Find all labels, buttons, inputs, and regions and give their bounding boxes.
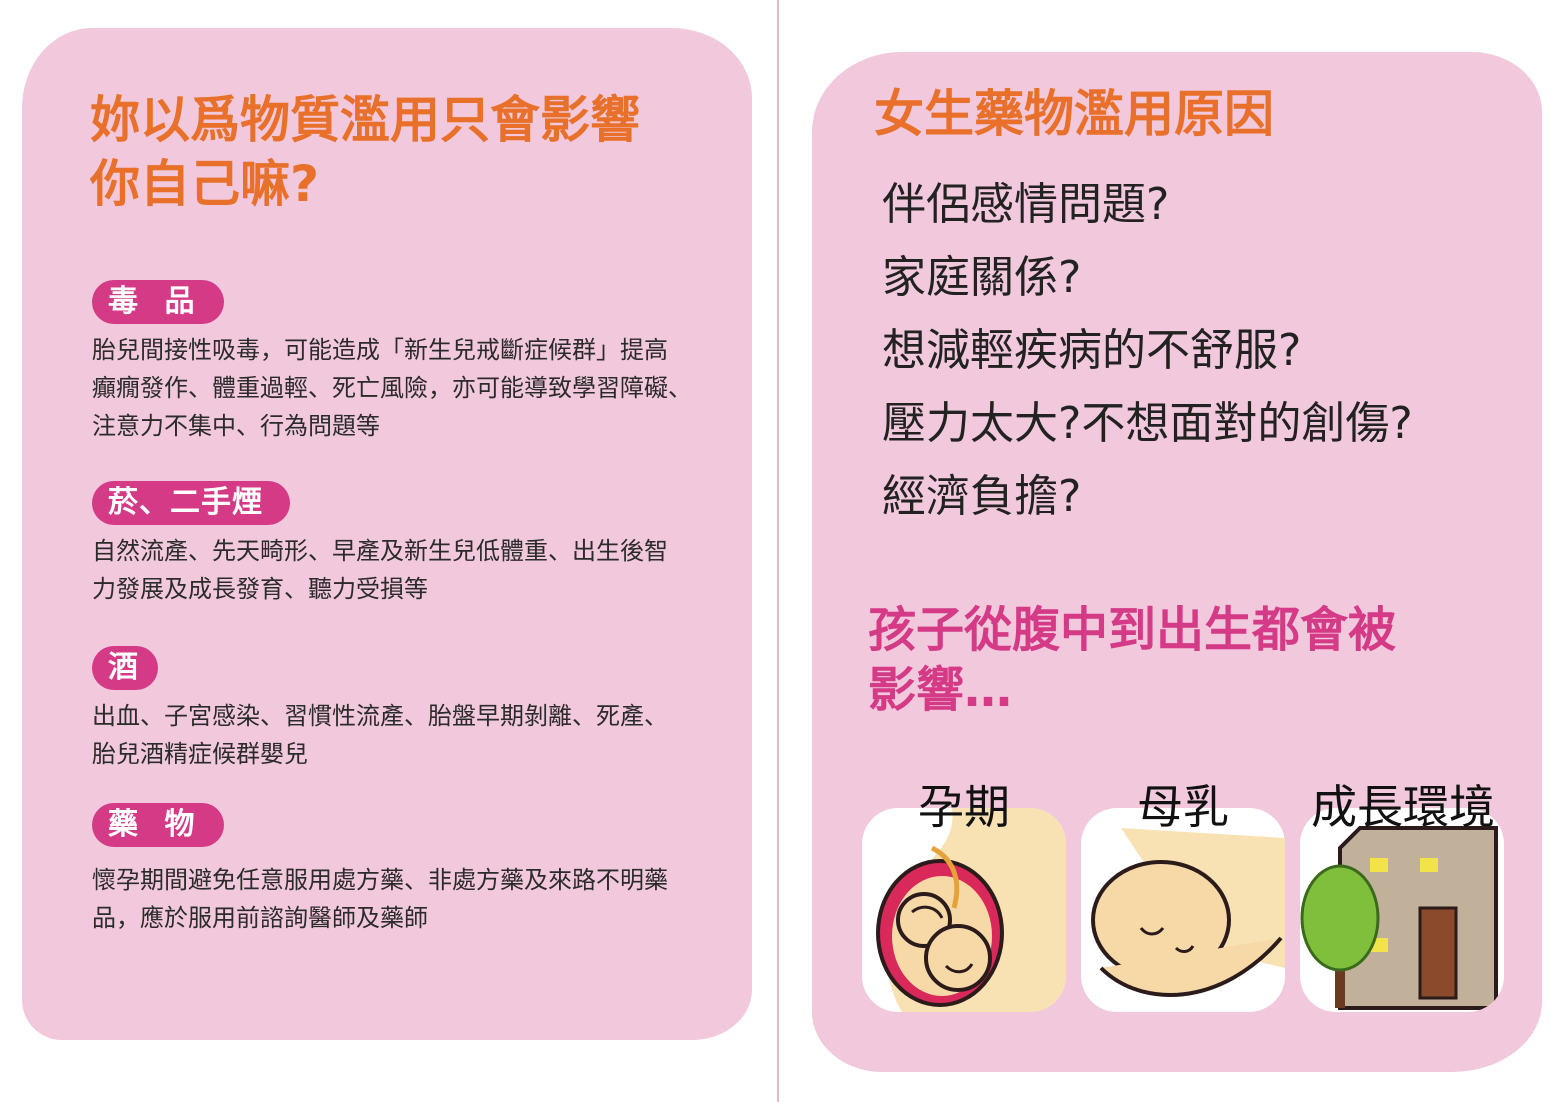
pregnancy-image-card xyxy=(862,808,1066,1012)
house-tree-icon xyxy=(1300,826,1498,1010)
left-title: 妳以爲物質濫用只會影響 你自己嘛? xyxy=(90,88,750,216)
reason-item: 經濟負擔? xyxy=(882,471,1082,522)
tag-medicine: 藥 物 xyxy=(92,803,224,847)
left-title-line2: 你自己嘛? xyxy=(90,155,320,213)
drugs-line: 胎兒間接性吸毒，可能造成「新生兒戒斷症候群」提高 xyxy=(92,336,668,364)
tag-tobacco: 菸、二手煙 xyxy=(92,481,290,525)
tobacco-line: 自然流產、先天畸形、早產及新生兒低體重、出生後智 xyxy=(92,537,668,565)
left-title-line1: 妳以爲物質濫用只會影響 xyxy=(90,91,640,149)
tag-drugs: 毒 品 xyxy=(92,280,224,324)
alcohol-line: 出血、子宮感染、習慣性流產、胎盤早期剝離、死產、 xyxy=(92,702,668,730)
reason-item: 壓力太大?不想面對的創傷? xyxy=(882,398,1413,449)
impact-heading: 孩子從腹中到出生都會被 影響… xyxy=(868,600,1508,720)
impact-line1: 孩子從腹中到出生都會被 xyxy=(868,602,1397,658)
reason-item: 家庭關係? xyxy=(882,252,1082,303)
tobacco-line: 力發展及成長發育、聽力受損等 xyxy=(92,575,428,603)
label-breastfeeding: 母乳 xyxy=(1137,780,1229,834)
drugs-effects: 胎兒間接性吸毒，可能造成「新生兒戒斷症候群」提高 癲癇發作、體重過輕、死亡風險，… xyxy=(92,331,732,445)
breastfeeding-image-card xyxy=(1081,808,1285,1012)
tag-alcohol: 酒 xyxy=(92,646,158,690)
breastfeeding-baby-icon xyxy=(1091,828,1285,998)
medicine-advice: 懷孕期間避免任意服用處方藥、非處方藥及來路不明藥 品，應於服用前諮詢醫師及藥師 xyxy=(92,861,732,937)
causes-title: 女生藥物濫用原因 xyxy=(874,85,1274,143)
drugs-line: 注意力不集中、行為問題等 xyxy=(92,412,380,440)
reason-item: 想減輕疾病的不舒服? xyxy=(882,325,1302,376)
page-fold-divider xyxy=(777,0,779,1102)
reason-item: 伴侶感情問題? xyxy=(882,179,1170,230)
label-pregnancy: 孕期 xyxy=(918,780,1010,834)
tobacco-effects: 自然流產、先天畸形、早產及新生兒低體重、出生後智 力發展及成長發育、聽力受損等 xyxy=(92,532,732,608)
impact-line2: 影響… xyxy=(868,662,1013,718)
alcohol-line: 胎兒酒精症候群嬰兒 xyxy=(92,740,308,768)
drugs-line: 癲癇發作、體重過輕、死亡風險，亦可能導致學習障礙、 xyxy=(92,374,692,402)
left-panel xyxy=(22,28,752,1040)
medicine-line: 品，應於服用前諮詢醫師及藥師 xyxy=(92,904,428,932)
label-environment: 成長環境 xyxy=(1311,780,1495,834)
pregnancy-fetus-icon xyxy=(876,808,1066,1012)
environment-image-card xyxy=(1300,808,1504,1012)
alcohol-effects: 出血、子宮感染、習慣性流產、胎盤早期剝離、死產、 胎兒酒精症候群嬰兒 xyxy=(92,697,732,773)
medicine-line: 懷孕期間避免任意服用處方藥、非處方藥及來路不明藥 xyxy=(92,866,668,894)
